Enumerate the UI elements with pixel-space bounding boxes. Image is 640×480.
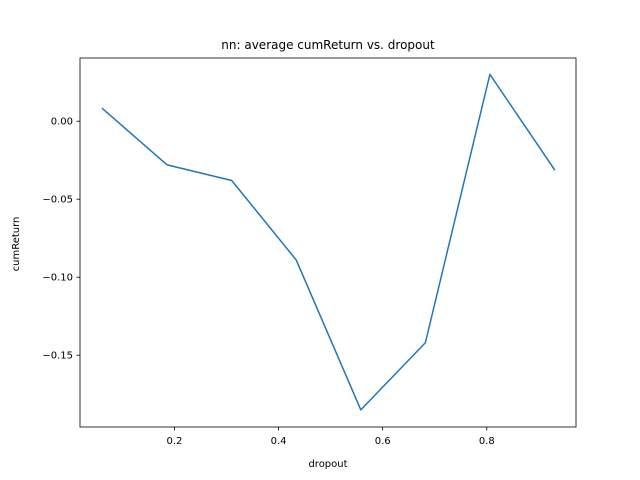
x-axis-label: dropout bbox=[308, 459, 347, 470]
y-axis-label: cumReturn bbox=[11, 217, 22, 272]
x-tick-label: 0.4 bbox=[271, 436, 287, 447]
series-line-0 bbox=[101, 73, 556, 411]
chart-title: nn: average cumReturn vs. dropout bbox=[221, 38, 435, 52]
x-tick-label: 0.6 bbox=[375, 436, 391, 447]
x-tick-label: 0.2 bbox=[166, 436, 182, 447]
y-tick-label: −0.05 bbox=[42, 195, 73, 206]
y-tick-label: 0.00 bbox=[51, 117, 73, 128]
x-tick-label: 0.8 bbox=[479, 436, 495, 447]
plot-area: 0.2 0.4 0.6 0.8 0.00 −0.05 −0.10 −0.15 bbox=[42, 57, 577, 447]
y-tick-label: −0.15 bbox=[42, 351, 73, 362]
axes-frame bbox=[79, 57, 577, 428]
y-tick-label: −0.10 bbox=[42, 273, 73, 284]
